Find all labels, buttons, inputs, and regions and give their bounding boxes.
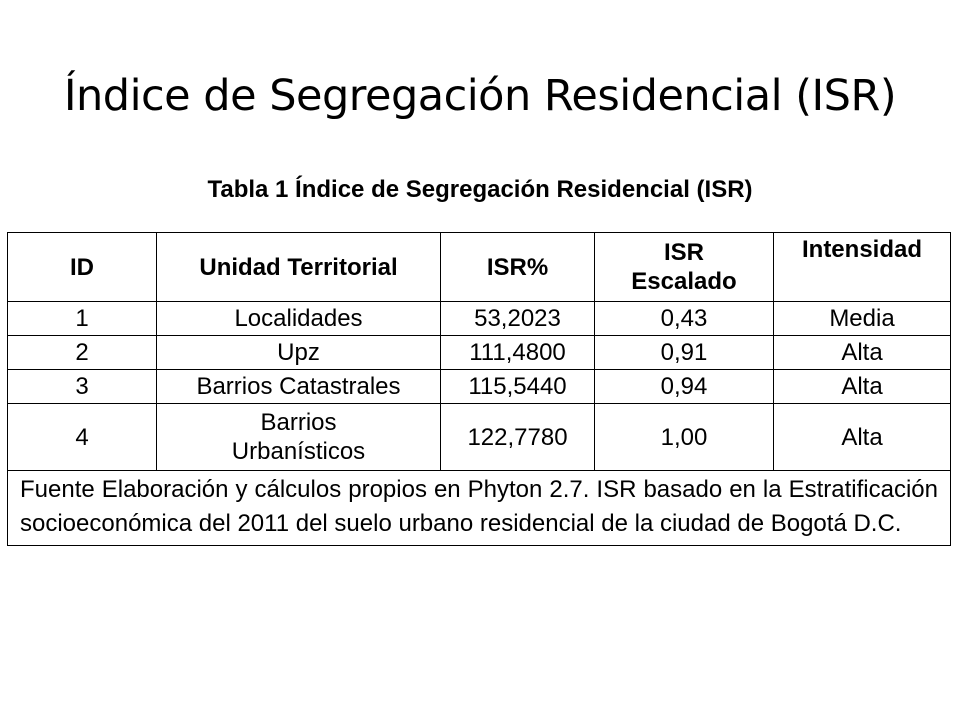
cell-unit-line1: Barrios xyxy=(260,409,337,436)
cell-id: 4 xyxy=(7,403,157,471)
cell-isr-scaled: 0,91 xyxy=(594,335,774,370)
table-row: 3 Barrios Catastrales 115,5440 0,94 Alta xyxy=(7,369,951,404)
table-row: 4 Barrios Urbanísticos 122,7780 1,00 Alt… xyxy=(7,403,951,471)
cell-unit: Barrios Urbanísticos xyxy=(156,403,441,471)
cell-id: 3 xyxy=(7,369,157,404)
cell-isr-scaled: 1,00 xyxy=(594,403,774,471)
cell-id: 1 xyxy=(7,301,157,336)
cell-id: 2 xyxy=(7,335,157,370)
table-caption: Tabla 1 Índice de Segregación Residencia… xyxy=(207,176,753,203)
header-isr-pct: ISR% xyxy=(440,232,595,302)
source-note: Fuente Elaboración y cálculos propios en… xyxy=(7,470,951,546)
cell-unit-line2: Urbanísticos xyxy=(231,438,366,465)
cell-isr-pct: 115,5440 xyxy=(440,369,595,404)
slide-title: Índice de Segregación Residencial (ISR) xyxy=(63,71,897,121)
cell-isr-pct: 53,2023 xyxy=(440,301,595,336)
header-intensity: Intensidad xyxy=(773,232,951,302)
cell-isr-pct: 111,4800 xyxy=(440,335,595,370)
header-unit: Unidad Territorial xyxy=(156,232,441,302)
cell-isr-scaled: 0,43 xyxy=(594,301,774,336)
header-isr-scaled-line1: ISR xyxy=(663,239,704,266)
cell-intensity: Alta xyxy=(773,335,951,370)
cell-isr-pct: 122,7780 xyxy=(440,403,595,471)
header-id: ID xyxy=(7,232,157,302)
table-row: 1 Localidades 53,2023 0,43 Media xyxy=(7,301,951,336)
cell-intensity: Alta xyxy=(773,403,951,471)
table-header-row: ID Unidad Territorial ISR% ISR Escalado … xyxy=(7,232,951,302)
cell-unit: Upz xyxy=(156,335,441,370)
header-isr-scaled-line2: Escalado xyxy=(631,268,737,295)
cell-intensity: Media xyxy=(773,301,951,336)
cell-intensity: Alta xyxy=(773,369,951,404)
isr-table: ID Unidad Territorial ISR% ISR Escalado … xyxy=(7,232,951,546)
cell-isr-scaled: 0,94 xyxy=(594,369,774,404)
cell-unit: Barrios Catastrales xyxy=(156,369,441,404)
cell-unit: Localidades xyxy=(156,301,441,336)
source-note-row: Fuente Elaboración y cálculos propios en… xyxy=(7,470,951,546)
table-row: 2 Upz 111,4800 0,91 Alta xyxy=(7,335,951,370)
header-isr-scaled: ISR Escalado xyxy=(594,232,774,302)
